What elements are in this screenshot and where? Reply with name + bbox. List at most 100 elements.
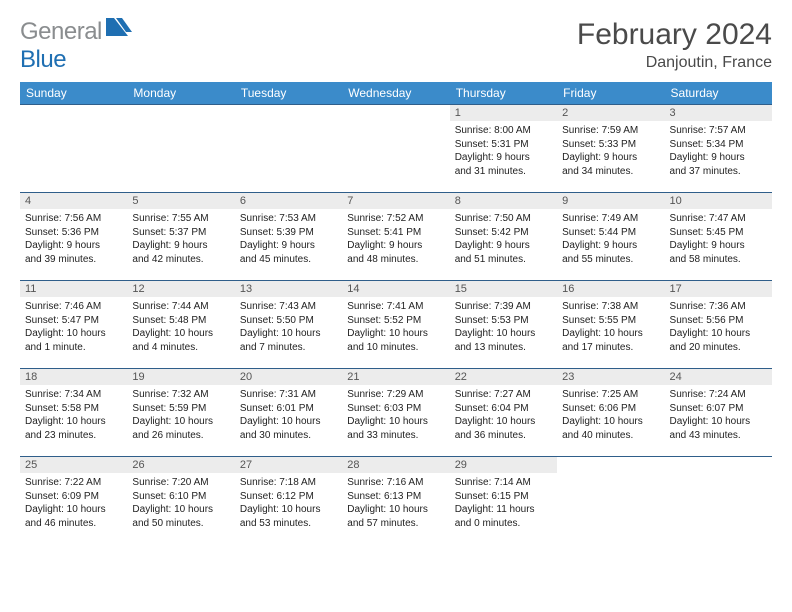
day-detail-line: Daylight: 10 hours bbox=[670, 327, 767, 341]
day-detail-line: Daylight: 10 hours bbox=[240, 503, 337, 517]
day-detail-line: Sunrise: 7:56 AM bbox=[25, 212, 122, 226]
day-detail-line: Sunset: 5:47 PM bbox=[25, 314, 122, 328]
day-detail-line: Daylight: 9 hours bbox=[132, 239, 229, 253]
calendar-cell bbox=[557, 457, 664, 545]
day-detail-line: Sunrise: 7:44 AM bbox=[132, 300, 229, 314]
day-detail-line: Sunset: 5:45 PM bbox=[670, 226, 767, 240]
day-detail-line: Sunset: 6:12 PM bbox=[240, 490, 337, 504]
calendar-cell: 27Sunrise: 7:18 AMSunset: 6:12 PMDayligh… bbox=[235, 457, 342, 545]
day-detail-line: Sunset: 5:52 PM bbox=[347, 314, 444, 328]
day-number: 11 bbox=[20, 281, 127, 297]
calendar-week-row: 18Sunrise: 7:34 AMSunset: 5:58 PMDayligh… bbox=[20, 369, 772, 457]
day-detail-line: Daylight: 9 hours bbox=[25, 239, 122, 253]
day-detail-line: and 20 minutes. bbox=[670, 341, 767, 355]
day-detail-line: Sunset: 5:48 PM bbox=[132, 314, 229, 328]
day-number: 23 bbox=[557, 369, 664, 385]
calendar-cell: 12Sunrise: 7:44 AMSunset: 5:48 PMDayligh… bbox=[127, 281, 234, 369]
calendar-cell bbox=[127, 105, 234, 193]
day-details: Sunrise: 7:29 AMSunset: 6:03 PMDaylight:… bbox=[342, 385, 449, 446]
weekday-header: Tuesday bbox=[235, 82, 342, 105]
day-number: 5 bbox=[127, 193, 234, 209]
calendar-cell: 4Sunrise: 7:56 AMSunset: 5:36 PMDaylight… bbox=[20, 193, 127, 281]
day-detail-line: and 36 minutes. bbox=[455, 429, 552, 443]
day-detail-line: Daylight: 10 hours bbox=[455, 327, 552, 341]
day-detail-line: Sunrise: 7:47 AM bbox=[670, 212, 767, 226]
day-detail-line: Sunrise: 7:20 AM bbox=[132, 476, 229, 490]
day-detail-line: Daylight: 10 hours bbox=[25, 415, 122, 429]
day-detail-line: and 39 minutes. bbox=[25, 253, 122, 267]
day-detail-line: and 17 minutes. bbox=[562, 341, 659, 355]
day-detail-line: and 7 minutes. bbox=[240, 341, 337, 355]
day-detail-line: Sunrise: 7:16 AM bbox=[347, 476, 444, 490]
calendar-cell: 16Sunrise: 7:38 AMSunset: 5:55 PMDayligh… bbox=[557, 281, 664, 369]
calendar-cell: 17Sunrise: 7:36 AMSunset: 5:56 PMDayligh… bbox=[665, 281, 772, 369]
calendar-cell: 26Sunrise: 7:20 AMSunset: 6:10 PMDayligh… bbox=[127, 457, 234, 545]
day-details: Sunrise: 7:27 AMSunset: 6:04 PMDaylight:… bbox=[450, 385, 557, 446]
day-detail-line: Sunset: 5:33 PM bbox=[562, 138, 659, 152]
day-detail-line: Daylight: 10 hours bbox=[347, 327, 444, 341]
day-number: 29 bbox=[450, 457, 557, 473]
day-detail-line: and 10 minutes. bbox=[347, 341, 444, 355]
calendar-cell bbox=[235, 105, 342, 193]
logo-text-blue: Blue bbox=[20, 46, 66, 73]
day-detail-line: Sunset: 5:36 PM bbox=[25, 226, 122, 240]
day-number: 25 bbox=[20, 457, 127, 473]
day-detail-line: and 1 minute. bbox=[25, 341, 122, 355]
calendar-cell: 5Sunrise: 7:55 AMSunset: 5:37 PMDaylight… bbox=[127, 193, 234, 281]
day-detail-line: Daylight: 9 hours bbox=[455, 151, 552, 165]
day-number: 2 bbox=[557, 105, 664, 121]
day-detail-line: and 23 minutes. bbox=[25, 429, 122, 443]
day-detail-line: and 43 minutes. bbox=[670, 429, 767, 443]
day-detail-line: Sunrise: 7:25 AM bbox=[562, 388, 659, 402]
calendar-cell: 18Sunrise: 7:34 AMSunset: 5:58 PMDayligh… bbox=[20, 369, 127, 457]
day-detail-line: Sunrise: 7:52 AM bbox=[347, 212, 444, 226]
weekday-header: Monday bbox=[127, 82, 234, 105]
header: General Blue February 2024 Danjoutin, Fr… bbox=[20, 18, 772, 74]
day-details: Sunrise: 7:41 AMSunset: 5:52 PMDaylight:… bbox=[342, 297, 449, 358]
day-detail-line: and 26 minutes. bbox=[132, 429, 229, 443]
day-details: Sunrise: 7:53 AMSunset: 5:39 PMDaylight:… bbox=[235, 209, 342, 270]
day-detail-line: and 53 minutes. bbox=[240, 517, 337, 531]
month-title: February 2024 bbox=[577, 18, 772, 52]
day-number: 10 bbox=[665, 193, 772, 209]
day-detail-line: Sunset: 6:03 PM bbox=[347, 402, 444, 416]
day-detail-line: Daylight: 9 hours bbox=[670, 151, 767, 165]
day-detail-line: Sunset: 5:56 PM bbox=[670, 314, 767, 328]
day-detail-line: and 33 minutes. bbox=[347, 429, 444, 443]
day-details: Sunrise: 7:52 AMSunset: 5:41 PMDaylight:… bbox=[342, 209, 449, 270]
weekday-header: Saturday bbox=[665, 82, 772, 105]
day-detail-line: and 34 minutes. bbox=[562, 165, 659, 179]
day-detail-line: Sunset: 5:31 PM bbox=[455, 138, 552, 152]
day-detail-line: Sunset: 6:13 PM bbox=[347, 490, 444, 504]
day-detail-line: Sunrise: 7:49 AM bbox=[562, 212, 659, 226]
day-details: Sunrise: 7:49 AMSunset: 5:44 PMDaylight:… bbox=[557, 209, 664, 270]
day-number: 27 bbox=[235, 457, 342, 473]
day-detail-line: Sunrise: 7:27 AM bbox=[455, 388, 552, 402]
calendar-body: 1Sunrise: 8:00 AMSunset: 5:31 PMDaylight… bbox=[20, 105, 772, 545]
day-detail-line: Daylight: 10 hours bbox=[132, 503, 229, 517]
calendar-cell: 7Sunrise: 7:52 AMSunset: 5:41 PMDaylight… bbox=[342, 193, 449, 281]
day-details: Sunrise: 7:50 AMSunset: 5:42 PMDaylight:… bbox=[450, 209, 557, 270]
day-details: Sunrise: 7:56 AMSunset: 5:36 PMDaylight:… bbox=[20, 209, 127, 270]
day-detail-line: Daylight: 9 hours bbox=[455, 239, 552, 253]
day-details: Sunrise: 7:59 AMSunset: 5:33 PMDaylight:… bbox=[557, 121, 664, 182]
day-detail-line: Daylight: 9 hours bbox=[562, 239, 659, 253]
day-detail-line: Sunset: 5:41 PM bbox=[347, 226, 444, 240]
day-detail-line: Sunset: 5:37 PM bbox=[132, 226, 229, 240]
day-number: 1 bbox=[450, 105, 557, 121]
day-detail-line: Daylight: 9 hours bbox=[347, 239, 444, 253]
calendar-cell bbox=[20, 105, 127, 193]
day-details: Sunrise: 7:47 AMSunset: 5:45 PMDaylight:… bbox=[665, 209, 772, 270]
calendar-cell: 25Sunrise: 7:22 AMSunset: 6:09 PMDayligh… bbox=[20, 457, 127, 545]
day-detail-line: Daylight: 10 hours bbox=[670, 415, 767, 429]
calendar-cell: 9Sunrise: 7:49 AMSunset: 5:44 PMDaylight… bbox=[557, 193, 664, 281]
day-detail-line: and 40 minutes. bbox=[562, 429, 659, 443]
day-details: Sunrise: 7:57 AMSunset: 5:34 PMDaylight:… bbox=[665, 121, 772, 182]
day-number: 24 bbox=[665, 369, 772, 385]
day-detail-line: Sunset: 5:59 PM bbox=[132, 402, 229, 416]
day-number: 20 bbox=[235, 369, 342, 385]
calendar-cell: 1Sunrise: 8:00 AMSunset: 5:31 PMDaylight… bbox=[450, 105, 557, 193]
day-detail-line: and 42 minutes. bbox=[132, 253, 229, 267]
calendar-week-row: 11Sunrise: 7:46 AMSunset: 5:47 PMDayligh… bbox=[20, 281, 772, 369]
day-detail-line: Sunrise: 7:34 AM bbox=[25, 388, 122, 402]
